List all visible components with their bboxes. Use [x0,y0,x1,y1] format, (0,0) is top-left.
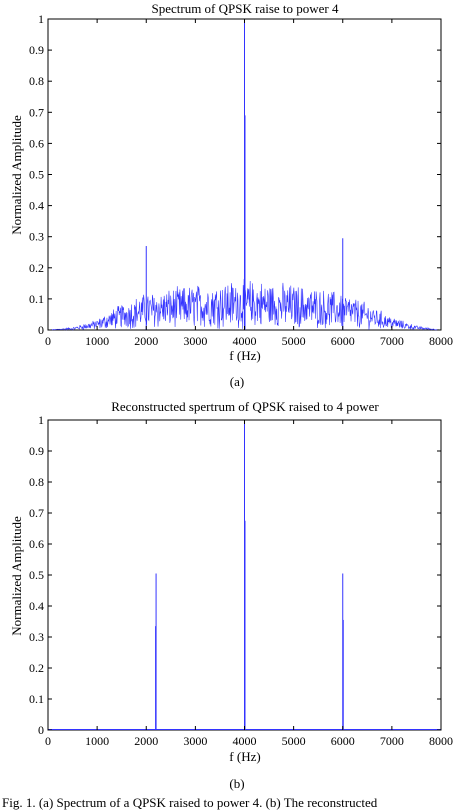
chart-b-xtick-label: 1000 [85,734,109,748]
chart-panel-a: Spectrum of QPSK raise to power 4 0 0.1 0.… [9,1,453,389]
chart-a-ytick-label: 0 [38,323,44,337]
chart-a-xtick-label: 0 [45,334,51,348]
chart-b-xtick-label: 4000 [233,734,257,748]
chart-a-ytick-label: 0.9 [29,43,44,57]
chart-a-ytick-label: 0.7 [29,105,44,119]
chart-a-ytick-label: 0.1 [29,292,44,306]
chart-a-ytick-label: 0.2 [29,261,44,275]
chart-b-xtick-label: 8000 [429,734,453,748]
chart-b-ytick-label: 0.4 [29,599,44,613]
chart-b-ytick-label: 0.6 [29,537,44,551]
chart-a-xlabel: f (Hz) [229,348,260,363]
chart-a-title: Spectrum of QPSK raise to power 4 [151,1,339,16]
chart-a-series [47,19,442,331]
chart-b-xtick-label: 0 [45,734,51,748]
chart-b-title: Reconstructed spertrum of QPSK raised to… [111,399,379,414]
chart-b-xlabel: f (Hz) [229,749,260,764]
chart-b-x-ticks: 0 1000 2000 3000 4000 5000 6000 7000 8000 [45,420,453,748]
chart-a-ytick-label: 0.6 [29,136,44,150]
chart-b-ytick-label: 0.2 [29,661,44,675]
chart-a-xtick-label: 8000 [429,334,453,348]
chart-a-xtick-label: 5000 [282,334,306,348]
chart-b-y-ticks: 0 0.1 0.2 0.3 0.4 0.5 0.6 0.7 0.8 0.9 1 [29,413,441,737]
chart-b-ytick-label: 0.9 [29,444,44,458]
chart-b-ytick-label: 0.1 [29,692,44,706]
chart-a-ytick-label: 0.8 [29,74,44,88]
chart-b-panel-label: (b) [229,776,244,791]
chart-panel-b: Reconstructed spertrum of QPSK raised to… [9,399,453,791]
chart-b-ytick-label: 1 [38,413,44,427]
chart-a-ytick-label: 0.3 [29,230,44,244]
chart-b-ytick-label: 0.8 [29,475,44,489]
chart-b-xtick-label: 2000 [134,734,158,748]
chart-a-panel-label: (a) [230,374,244,389]
chart-b-xtick-label: 3000 [183,734,207,748]
chart-a-xtick-label: 3000 [183,334,207,348]
chart-a-xtick-label: 2000 [134,334,158,348]
chart-b-xtick-label: 6000 [331,734,355,748]
chart-b-series [48,420,441,730]
chart-a-xtick-label: 1000 [85,334,109,348]
chart-a-ylabel: Normalized Amplitude [9,115,24,235]
chart-a-xtick-label: 4000 [233,334,257,348]
chart-a-y-ticks: 0 0.1 0.2 0.3 0.4 0.5 0.6 0.7 0.8 0.9 1 [29,12,441,337]
chart-a-ytick-label: 0.5 [29,168,44,182]
chart-a-ytick-label: 0.4 [29,199,44,213]
figure-caption: Fig. 1. (a) Spectrum of a QPSK raised to… [2,795,378,810]
chart-b-xtick-label: 5000 [282,734,306,748]
chart-b-ytick-label: 0 [38,723,44,737]
chart-b-ytick-label: 0.7 [29,506,44,520]
chart-a-ytick-label: 1 [38,12,44,26]
chart-b-ytick-label: 0.3 [29,630,44,644]
chart-b-ylabel: Normalized Amplitude [9,516,24,636]
chart-b-ytick-label: 0.5 [29,568,44,582]
chart-a-xtick-label: 6000 [331,334,355,348]
chart-a-xtick-label: 7000 [380,334,404,348]
chart-a-x-ticks: 0 1000 2000 3000 4000 5000 6000 7000 8000 [45,19,453,348]
chart-b-xtick-label: 7000 [380,734,404,748]
